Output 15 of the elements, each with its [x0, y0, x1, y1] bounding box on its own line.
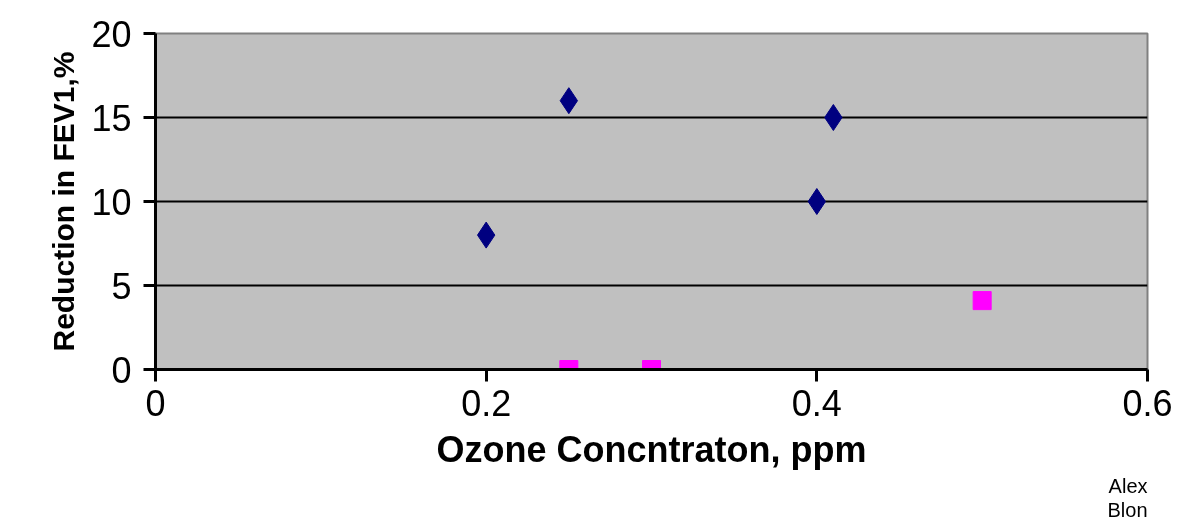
y-tick-label: 15: [91, 97, 132, 139]
x-tick-label: 0.2: [461, 382, 512, 424]
y-tick-label: 0: [111, 349, 132, 391]
y-tick-label: 10: [91, 181, 132, 223]
x-tick-label: 0: [145, 382, 166, 424]
x-axis-title: Ozone Concntraton, ppm: [436, 428, 867, 470]
x-tick-label: 0.6: [1122, 382, 1173, 424]
y-axis-title: Reduction in FEV1,%: [47, 51, 81, 352]
text: Blon: [1107, 498, 1148, 520]
point: [824, 104, 843, 131]
text: Alex: [1108, 474, 1148, 497]
y-tick-label: 5: [111, 265, 132, 307]
y-tick-label: 20: [91, 13, 132, 55]
x-tick-label: 0.4: [791, 382, 842, 424]
point: [807, 188, 826, 215]
